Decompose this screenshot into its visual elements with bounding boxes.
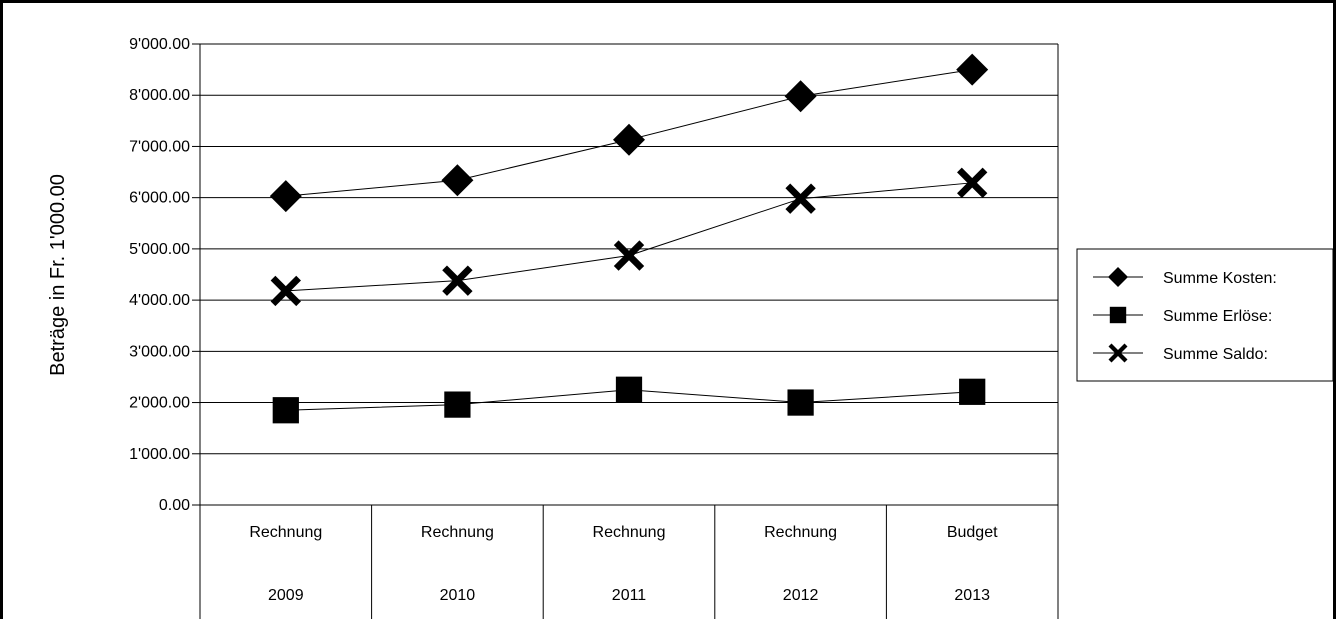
legend-label: Summe Saldo: [1163, 346, 1268, 363]
category-label-line2: 2010 [440, 587, 476, 604]
data-point [784, 80, 817, 113]
y-tick-label: 3'000.00 [129, 343, 190, 360]
category-labels: Rechnung 2009 Rechnung 2010 Rechnung 2011 Rech… [249, 524, 998, 604]
y-tick-label: 0.00 [159, 497, 190, 514]
series-2 [272, 376, 986, 424]
y-tick-label: 2'000.00 [129, 395, 190, 412]
legend-marker [1109, 306, 1127, 324]
data-point [787, 389, 814, 416]
data-point [613, 123, 645, 156]
y-tick-label: 7'000.00 [129, 138, 190, 155]
category-label-line1: Rechnung [249, 524, 322, 541]
axes [192, 43, 1059, 619]
legend-label: Summe Erlöse: [1163, 308, 1272, 325]
legend-label: Summe Kosten: [1163, 270, 1277, 287]
category-label-line1: Rechnung [764, 524, 837, 541]
y-tick-labels: 0.00 1'000.00 2'000.00 3'000.00 4'000.00 5'00… [129, 36, 190, 514]
category-label-line2: 2009 [268, 587, 304, 604]
category-label-line1: Rechnung [593, 524, 666, 541]
data-point [957, 167, 988, 198]
legend-item: Summe Saldo: [1093, 343, 1268, 363]
category-label-line2: 2011 [612, 587, 647, 604]
data-point [444, 391, 471, 418]
data-point [959, 378, 986, 405]
y-tick-label: 6'000.00 [129, 190, 190, 207]
category-label-line2: 2013 [954, 587, 990, 604]
y-axis-label: Beträge in Fr. 1'000.00 [47, 174, 69, 376]
legend-marker [1108, 343, 1128, 363]
category-label-line2: 2012 [783, 587, 819, 604]
legend-item: Summe Erlöse: [1093, 306, 1272, 325]
legend-items: Summe Kosten: Summe Erlöse: Summe Saldo: [1093, 267, 1277, 363]
y-tick-label: 8'000.00 [129, 87, 190, 104]
data-point [441, 164, 474, 197]
y-tick-label: 1'000.00 [129, 446, 190, 463]
series-line [285, 182, 973, 292]
data-point [956, 53, 989, 86]
y-tick-label: 9'000.00 [129, 36, 190, 53]
y-tick-label: 4'000.00 [129, 292, 190, 309]
category-label-line1: Rechnung [421, 524, 494, 541]
data-point [272, 397, 299, 424]
gridlines [200, 43, 1058, 455]
data-point [785, 183, 816, 214]
series-3 [270, 167, 988, 307]
series [269, 53, 989, 424]
legend: Summe Kosten: Summe Erlöse: Summe Saldo: [1076, 248, 1334, 382]
data-point [613, 240, 645, 271]
y-tick-label: 5'000.00 [129, 241, 190, 258]
legend-item: Summe Kosten: [1093, 267, 1277, 287]
series-1 [269, 53, 989, 213]
data-point [442, 265, 473, 296]
data-point [269, 180, 302, 213]
category-label-line1: Budget [947, 524, 998, 541]
legend-marker [1108, 267, 1128, 287]
data-point [270, 275, 301, 307]
data-point [615, 376, 643, 403]
